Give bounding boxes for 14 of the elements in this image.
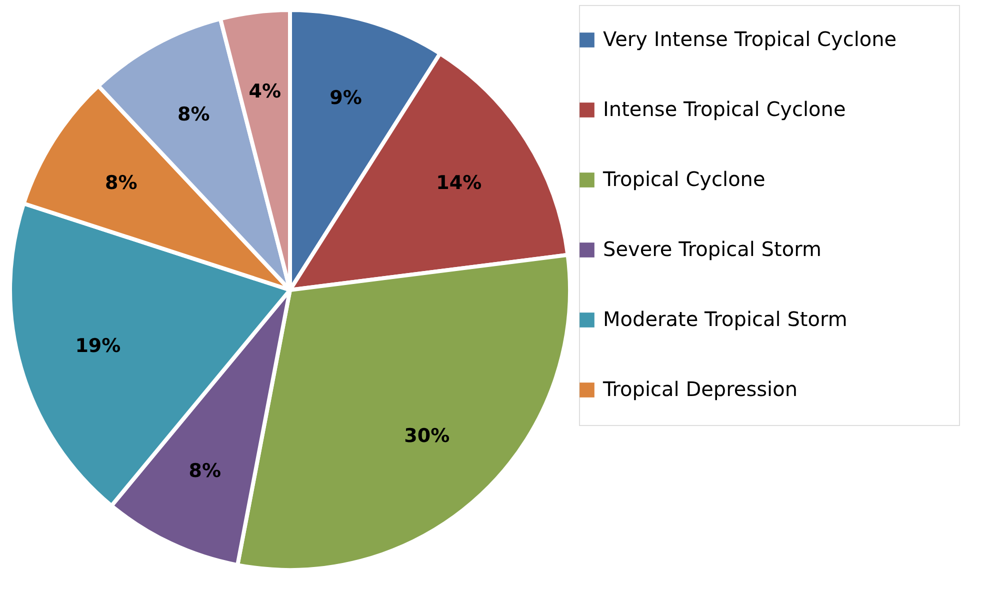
legend-label: Tropical Depression xyxy=(602,377,798,401)
legend-label: Severe Tropical Storm xyxy=(603,237,822,261)
data-label: 8% xyxy=(178,104,210,126)
data-label: 4% xyxy=(248,80,282,103)
legend-label: Very Intense Tropical Cyclone xyxy=(603,27,897,51)
data-label: 19% xyxy=(75,334,121,357)
data-label: 8% xyxy=(188,460,221,482)
data-label: 30% xyxy=(404,424,450,447)
legend-label: Moderate Tropical Storm xyxy=(603,307,848,331)
legend-label: Intense Tropical Cyclone xyxy=(603,97,846,121)
data-label: 9% xyxy=(330,86,362,109)
legend-label: Tropical Cyclone xyxy=(602,167,766,191)
data-label: 14% xyxy=(436,172,482,194)
data-label: 8% xyxy=(105,172,138,194)
